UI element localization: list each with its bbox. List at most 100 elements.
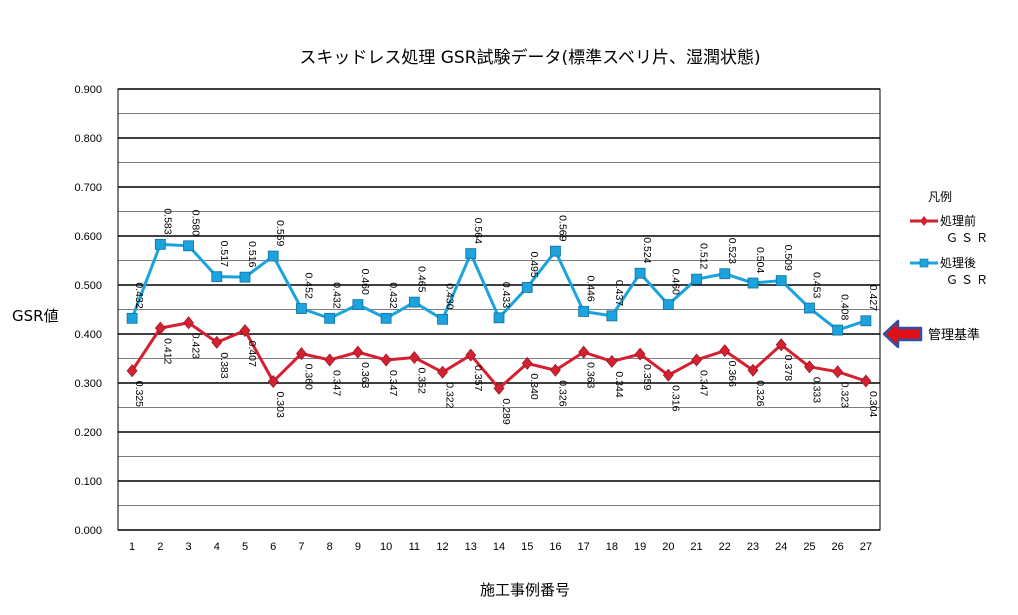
data-label: 0.427 (867, 285, 879, 311)
data-label: 0.347 (387, 370, 399, 396)
data-label: 0.363 (585, 362, 597, 388)
data-label: 0.323 (839, 382, 851, 408)
diamond-marker (183, 316, 194, 330)
x-tick-label: 10 (380, 541, 392, 553)
x-tick-label: 20 (662, 541, 674, 553)
legend-series-name-sub: ＧＳＲ (946, 231, 991, 245)
diamond-marker (408, 351, 420, 364)
square-marker (606, 310, 618, 322)
x-tick-label: 26 (832, 541, 844, 553)
x-tick-label: 9 (355, 541, 361, 553)
control-standard-label: 管理基準 (928, 327, 980, 343)
x-tick-label: 21 (690, 541, 702, 553)
square-marker (239, 271, 251, 283)
square-marker (691, 273, 702, 285)
data-label: 0.423 (190, 333, 202, 359)
x-tick-label: 8 (327, 541, 333, 553)
x-tick-label: 14 (493, 541, 505, 553)
diamond-marker (239, 324, 251, 338)
diamond-marker (154, 321, 166, 335)
x-tick-label: 2 (157, 541, 163, 553)
square-marker (521, 282, 533, 293)
y-tick-label: 0.900 (74, 84, 102, 96)
data-label: 0.344 (613, 371, 625, 397)
y-tick-label: 0.100 (74, 476, 102, 488)
x-tick-label: 16 (549, 541, 561, 553)
x-tick-label: 5 (242, 541, 248, 553)
data-label: 0.316 (669, 385, 681, 411)
data-label: 0.524 (641, 237, 653, 263)
data-label: 0.430 (444, 283, 456, 309)
x-tick-label: 24 (775, 541, 787, 553)
x-tick-label: 1 (129, 541, 135, 553)
axis-layer: 0.000 0.100 0.200 0.300 0.400 0.500 0.600 0.700… (74, 84, 872, 553)
square-marker (804, 302, 815, 314)
diamond-marker (465, 348, 477, 362)
legend-series-name: 処理前 (940, 213, 976, 228)
data-label: 0.352 (415, 368, 427, 394)
square-marker (662, 299, 674, 311)
legend-title: 凡例 (928, 190, 952, 204)
square-marker (211, 271, 223, 283)
data-label: 0.460 (669, 269, 681, 295)
data-label: 0.517 (218, 241, 230, 267)
diamond-marker (747, 363, 759, 377)
square-marker (634, 267, 646, 279)
diamond-marker (126, 364, 138, 378)
data-label: 0.453 (810, 272, 822, 298)
y-axis-title: GSR値 (12, 307, 59, 325)
square-marker (380, 312, 392, 324)
diamond-marker (832, 365, 844, 379)
grid-layer (117, 88, 881, 531)
diamond-marker (606, 354, 618, 368)
diamond-marker (634, 347, 646, 361)
data-label: 0.303 (274, 392, 286, 418)
data-label: 0.359 (641, 364, 653, 390)
legend-series-name-sub: ＧＳＲ (946, 273, 991, 287)
diamond-marker (550, 363, 561, 377)
square-marker (408, 296, 420, 308)
x-tick-label: 7 (298, 541, 304, 553)
data-label: 0.326 (754, 380, 766, 406)
diamond-marker (719, 344, 731, 358)
square-marker (352, 299, 364, 311)
data-label: 0.569 (556, 215, 568, 241)
square-marker (296, 303, 307, 314)
diamond-marker (860, 374, 872, 388)
square-marker (775, 275, 787, 286)
y-tick-label: 0.600 (74, 231, 102, 243)
square-marker (860, 315, 872, 327)
diamond-marker (578, 345, 590, 359)
data-label: 0.432 (133, 282, 145, 308)
legend-items: 処理前 ＧＳＲ 処理後 ＧＳＲ (910, 213, 991, 287)
data-label: 0.509 (782, 245, 794, 271)
data-label: 0.452 (302, 273, 314, 299)
square-marker (154, 238, 166, 250)
legend: 凡例 処理前 ＧＳＲ 処理後 ＧＳＲ (910, 190, 991, 287)
data-label: 0.360 (302, 364, 314, 390)
data-label: 0.357 (472, 365, 484, 391)
y-tick-label: 0.000 (74, 525, 102, 537)
data-label: 0.559 (274, 220, 286, 246)
square-marker (550, 245, 561, 257)
diamond-marker (691, 353, 702, 367)
data-label: 0.347 (331, 370, 343, 396)
data-label: 0.495 (528, 251, 540, 277)
y-tick-label: 0.800 (74, 133, 102, 145)
square-marker (324, 312, 336, 324)
data-label: 0.378 (782, 355, 794, 381)
data-label: 0.326 (556, 380, 568, 406)
data-label: 0.580 (190, 210, 202, 236)
data-label: 0.446 (585, 275, 597, 301)
diamond-marker (493, 381, 505, 395)
square-marker (267, 250, 279, 262)
y-tick-label: 0.400 (74, 329, 102, 341)
square-marker (719, 268, 731, 280)
data-label: 0.383 (218, 352, 230, 378)
data-label: 0.322 (444, 382, 456, 408)
x-tick-label: 17 (578, 541, 590, 553)
diamond-marker (775, 338, 787, 352)
x-axis-title: 施工事例番号 (480, 581, 570, 599)
x-tick-label: 15 (521, 541, 533, 553)
diamond-marker (521, 356, 533, 370)
